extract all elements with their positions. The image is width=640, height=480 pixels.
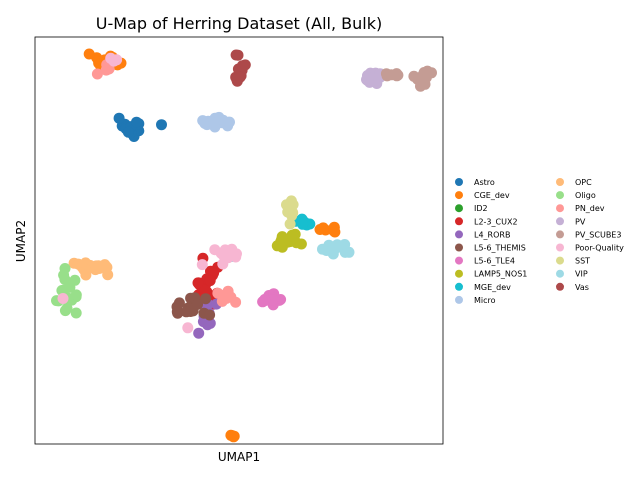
legend: Astro CGE_dev ID2 L2-3_CUX2 L4_RORB L5-6_THEM… — [455, 178, 624, 305]
legend-label: ID2 — [474, 204, 488, 213]
legend-label: L5-6_THEMIS — [474, 244, 526, 253]
point-sst — [284, 218, 296, 230]
point-l5-6-themis — [180, 306, 192, 318]
point-cge-dev — [228, 431, 240, 443]
point-pn-dev — [91, 68, 103, 80]
point-lamp5-nos1 — [280, 234, 292, 246]
point-poor-quality — [105, 52, 117, 64]
point-mge-dev — [297, 218, 309, 230]
point-l5-6-themis — [200, 293, 212, 305]
point-l2-3-cux2 — [204, 275, 216, 287]
point-astro — [122, 126, 134, 138]
legend-marker — [455, 256, 463, 265]
point-poor-quality — [209, 244, 221, 256]
point-pn-dev — [225, 291, 237, 303]
legend-label: MGE_dev — [474, 283, 511, 292]
point-poor-quality — [182, 322, 194, 334]
point-pv — [362, 74, 373, 86]
point-l5-6-themis — [173, 297, 185, 309]
legend-label: Micro — [474, 296, 496, 305]
legend-label: Vas — [575, 283, 589, 292]
legend-label: PN_dev — [575, 204, 605, 213]
legend-marker — [455, 217, 463, 226]
point-astro — [156, 119, 167, 131]
scatter-points — [51, 48, 437, 443]
legend-marker — [556, 230, 564, 239]
legend-marker — [556, 256, 564, 265]
legend-label: Poor-Quality — [575, 244, 624, 253]
legend-label: Oligo — [575, 191, 596, 200]
legend-label: SST — [575, 257, 590, 266]
legend-marker — [556, 191, 564, 200]
legend-marker — [455, 178, 463, 186]
legend-marker — [455, 282, 463, 291]
x-axis-label: UMAP1 — [218, 450, 260, 464]
legend-marker — [455, 230, 463, 239]
legend-marker — [455, 191, 463, 200]
point-l2-3-cux2 — [199, 284, 211, 296]
point-vas — [234, 71, 246, 83]
legend-label: OPC — [575, 178, 592, 187]
point-oligo — [70, 307, 82, 319]
point-vip — [327, 242, 339, 254]
legend-marker — [556, 217, 564, 226]
legend-label: L2-3_CUX2 — [474, 217, 518, 226]
legend-label: PV_SCUBE3 — [575, 230, 621, 239]
point-cge-dev — [314, 224, 326, 235]
legend-marker — [556, 269, 564, 278]
point-oligo — [70, 289, 82, 301]
legend-label: CGE_dev — [474, 191, 510, 200]
legend-marker — [455, 295, 463, 304]
y-axis-label: UMAP2 — [14, 220, 28, 262]
point-vip — [339, 239, 351, 250]
legend-label: Astro — [474, 178, 495, 187]
point-l5-6-tle4 — [257, 296, 269, 308]
point-micro — [217, 114, 229, 126]
point-opc — [80, 269, 92, 281]
legend-marker — [556, 178, 564, 186]
point-l5-6-themis — [172, 307, 184, 319]
point-pv-scube3 — [391, 68, 403, 80]
legend-marker — [556, 282, 564, 291]
point-sst — [287, 199, 299, 211]
point-oligo — [59, 263, 71, 274]
point-l4-rorb — [193, 327, 205, 339]
point-l5-6-themis — [192, 298, 203, 310]
legend-label: L5-6_TLE4 — [474, 257, 515, 266]
legend-marker — [455, 204, 463, 213]
point-astro — [131, 116, 142, 128]
legend-label: LAMP5_NOS1 — [474, 270, 527, 279]
point-l5-6-themis — [204, 309, 216, 321]
point-opc — [92, 260, 104, 272]
legend-label: VIP — [575, 270, 588, 279]
point-cge-dev — [83, 48, 95, 60]
chart-title: U-Map of Herring Dataset (All, Bulk) — [96, 14, 382, 33]
point-pv-scube3 — [413, 73, 425, 85]
point-poor-quality — [223, 247, 235, 258]
legend-marker — [455, 269, 463, 278]
point-vas — [239, 59, 251, 71]
point-oligo — [58, 284, 70, 296]
point-oligo — [61, 302, 73, 314]
point-opc — [101, 261, 113, 273]
point-poor-quality — [196, 259, 208, 271]
legend-label: L4_RORB — [474, 230, 510, 239]
legend-marker — [556, 243, 564, 252]
point-vas — [230, 49, 242, 61]
legend-label: PV — [575, 217, 586, 226]
point-micro — [208, 117, 220, 129]
point-astro — [113, 112, 125, 124]
point-vip — [317, 243, 328, 255]
point-l2-3-cux2 — [192, 277, 204, 289]
point-poor-quality — [57, 293, 69, 304]
plot-area — [34, 36, 444, 445]
point-cge-dev — [329, 226, 341, 238]
legend-marker — [556, 204, 564, 213]
legend-marker — [455, 243, 463, 252]
